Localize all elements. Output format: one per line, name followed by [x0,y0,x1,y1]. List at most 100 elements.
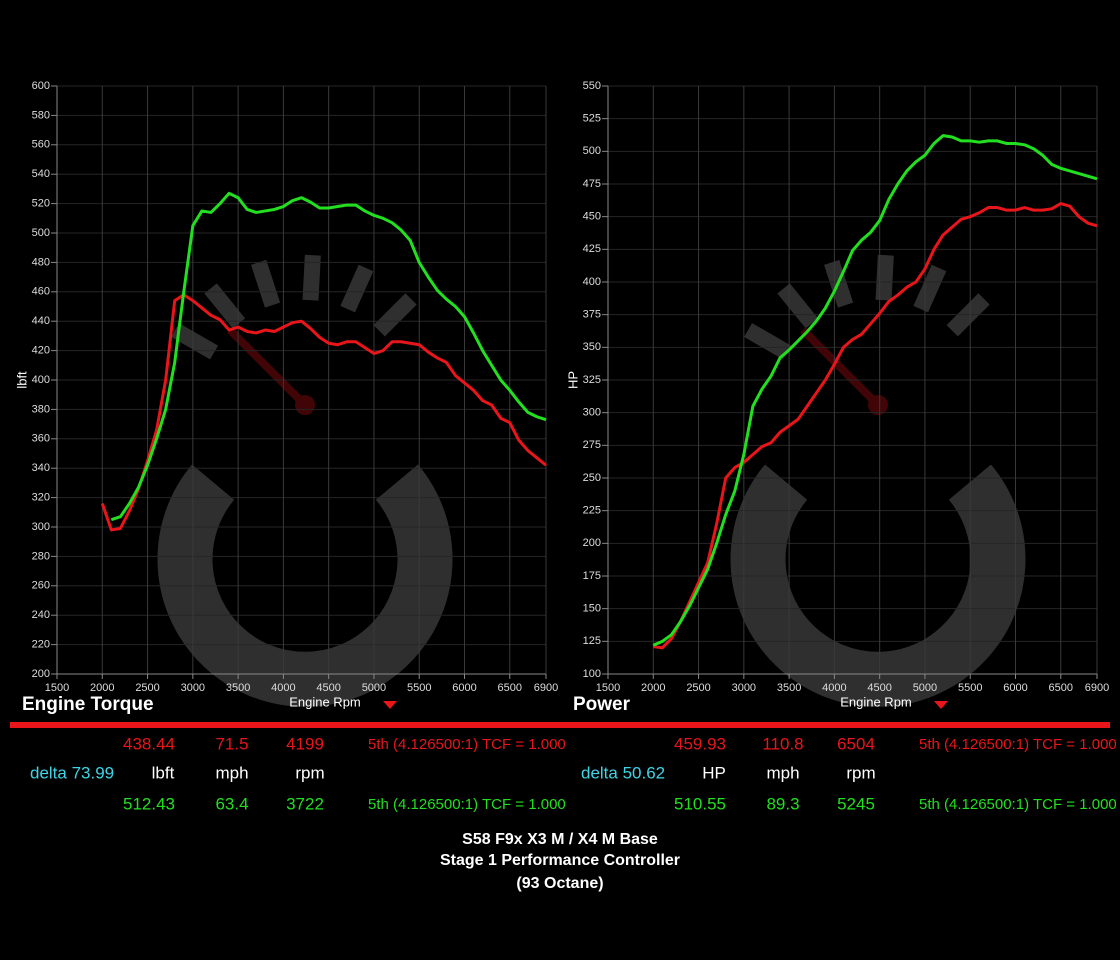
readout-value: 110.8 [762,734,803,753]
x-tick-label: 5000 [913,682,937,694]
readout-value: delta 50.62 [581,763,665,782]
y-tick-label: 350 [583,341,601,353]
y-tick-label: 360 [32,433,50,445]
x-tick-label: 5500 [407,682,431,694]
watermark-dial [875,254,894,301]
watermark-dial [204,283,246,329]
y-tick-label: 460 [32,286,50,298]
x-tick-label: 1500 [596,682,620,694]
y-tick-label: 400 [583,276,601,288]
y-tick-label: 480 [32,256,50,268]
y-tick-label: 325 [583,374,601,386]
readout-value: HP [702,763,726,782]
series-line [652,134,1098,647]
y-tick-label: 250 [583,472,601,484]
y-tick-label: 475 [583,178,601,190]
readout-value: 63.4 [215,794,248,813]
readout-value: 5th (4.126500:1) TCF = 1.000 [919,796,1117,813]
watermark-arc [730,464,1026,707]
footer-line: Stage 1 Performance Controller [440,852,680,869]
x-tick-label: 2000 [641,682,665,694]
y-tick-label: 125 [583,635,601,647]
readout-value: rpm [295,763,324,782]
x-axis-label: Engine Rpm [289,694,361,709]
y-tick-label: 100 [583,668,601,680]
readout-value: 512.43 [123,794,175,813]
readout-value: lbft [152,763,175,782]
x-tick-label: 2500 [135,682,159,694]
readout-value: 5th (4.126500:1) TCF = 1.000 [368,796,566,813]
readout-value: 4199 [286,734,324,753]
footer-line: S58 F9x X3 M / X4 M Base [462,831,658,848]
y-tick-label: 300 [583,407,601,419]
y-axis-label: lbft [14,371,29,389]
watermark-dial [251,259,281,308]
y-tick-label: 580 [32,109,50,121]
y-tick-label: 550 [583,80,601,92]
x-tick-label: 4000 [822,682,846,694]
divider [10,722,1110,728]
y-tick-label: 420 [32,345,50,357]
readout-value: mph [766,763,799,782]
y-tick-label: 520 [32,198,50,210]
readout-value: mph [215,763,248,782]
series-line [100,293,547,532]
series-line [653,202,1098,650]
watermark-needle [227,327,308,408]
x-tick-label: 5000 [362,682,386,694]
readout-value: 459.93 [674,734,726,753]
y-tick-label: 280 [32,550,50,562]
y-tick-label: 300 [32,521,50,533]
x-tick-label: 4500 [867,682,891,694]
y-tick-label: 275 [583,439,601,451]
x-tick-label: 3000 [181,682,205,694]
y-tick-label: 340 [32,462,50,474]
x-tick-label: 6000 [452,682,476,694]
x-tick-label: 3000 [732,682,756,694]
y-tick-label: 440 [32,315,50,327]
readout-value: 438.44 [123,734,175,753]
watermark-dial [373,293,417,337]
y-tick-label: 200 [32,668,50,680]
y-axis-label: HP [565,371,580,389]
rpm-arrow [383,701,397,709]
rpm-arrow [934,701,948,709]
readout-value: delta 73.99 [30,763,114,782]
x-tick-label: 5500 [958,682,982,694]
readout-value: 89.3 [766,794,799,813]
y-tick-label: 150 [583,603,601,615]
x-tick-label: 4000 [271,682,295,694]
y-tick-label: 320 [32,492,50,504]
readout-value: 5245 [837,794,875,813]
readout-value: 5th (4.126500:1) TCF = 1.000 [368,736,566,753]
y-tick-label: 600 [32,80,50,92]
y-tick-label: 220 [32,639,50,651]
x-tick-label: 6000 [1003,682,1027,694]
readout-value: 6504 [837,734,875,753]
watermark-needle [800,327,881,408]
y-tick-label: 500 [583,145,601,157]
x-tick-label: 4500 [316,682,340,694]
footer-line: (93 Octane) [516,875,603,892]
watermark-arc [157,464,453,707]
y-tick-label: 375 [583,309,601,321]
y-tick-label: 540 [32,168,50,180]
y-tick-label: 200 [583,537,601,549]
watermark-hub [295,395,315,415]
readout-value: 5th (4.126500:1) TCF = 1.000 [919,736,1117,753]
y-tick-label: 240 [32,609,50,621]
x-tick-label: 2000 [90,682,114,694]
x-tick-label: 6500 [498,682,522,694]
x-tick-label: 1500 [45,682,69,694]
y-tick-label: 175 [583,570,601,582]
x-tick-label: 3500 [226,682,250,694]
readout-value: 3722 [286,794,324,813]
watermark-dial [744,323,792,360]
watermark-hub [868,395,888,415]
x-tick-label: 6900 [534,682,558,694]
x-tick-label: 6500 [1049,682,1073,694]
series-line [110,191,547,522]
watermark-dial [777,283,819,329]
